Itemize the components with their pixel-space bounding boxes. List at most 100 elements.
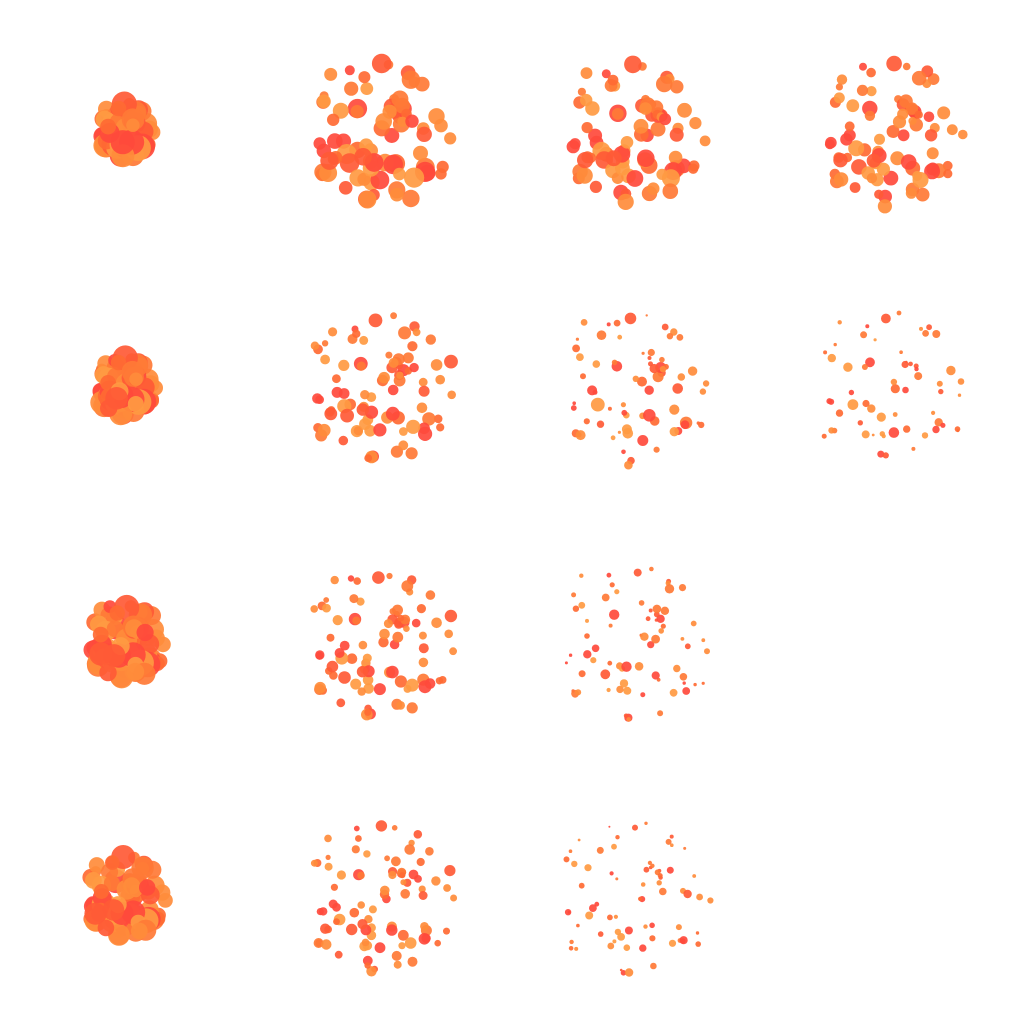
bubble <box>668 939 677 947</box>
bubble <box>827 353 836 363</box>
bubble <box>701 681 705 685</box>
bubble <box>352 616 361 625</box>
bubble <box>350 105 364 119</box>
bubble <box>333 918 340 925</box>
bubble <box>398 326 412 340</box>
bubble <box>362 955 373 966</box>
bubble <box>406 419 421 434</box>
bubble <box>431 617 442 629</box>
bubble <box>659 113 672 126</box>
bubble <box>391 90 409 108</box>
bubble <box>126 662 145 681</box>
bubble <box>621 661 632 672</box>
bubble <box>605 150 622 167</box>
bubble <box>397 929 409 941</box>
bubble <box>649 566 654 572</box>
bubble <box>418 385 430 397</box>
bubble <box>647 356 652 360</box>
panel-r2-c4 <box>821 310 965 459</box>
bubble <box>313 938 324 948</box>
bubble <box>664 584 675 594</box>
bubble <box>905 187 917 199</box>
bubble <box>416 604 426 614</box>
bubble <box>373 423 387 437</box>
bubble <box>396 371 404 379</box>
bubble <box>606 687 611 693</box>
bubble <box>678 584 687 592</box>
bubble <box>823 350 828 355</box>
bubble <box>846 99 860 113</box>
bubble <box>422 412 436 426</box>
bubble <box>704 648 710 655</box>
bubble <box>127 396 144 412</box>
bubble <box>344 81 359 96</box>
bubble <box>892 412 898 417</box>
bubble <box>358 190 377 209</box>
bubble <box>578 882 585 889</box>
bubble <box>862 399 870 408</box>
bubble <box>902 386 909 394</box>
bubble <box>334 648 345 658</box>
bubble <box>657 873 663 879</box>
bubble <box>386 572 393 580</box>
bubble <box>351 845 360 854</box>
bubble <box>434 939 442 947</box>
bubble <box>666 866 674 874</box>
bubble <box>926 147 939 160</box>
bubble <box>596 420 605 428</box>
bubble <box>619 968 623 972</box>
bubble <box>680 637 685 641</box>
bubble <box>632 824 638 831</box>
bubble <box>644 821 648 825</box>
bubble <box>385 406 400 421</box>
bubble <box>450 894 458 902</box>
bubble <box>914 110 923 119</box>
bubble <box>385 351 393 359</box>
bubble <box>398 942 406 950</box>
bubble <box>443 927 450 935</box>
bubble <box>645 616 651 622</box>
bubble <box>915 187 930 202</box>
panel-r3-c2 <box>310 571 458 721</box>
bubble <box>877 199 893 214</box>
bubble <box>867 404 876 413</box>
bubble <box>130 922 148 940</box>
bubble <box>407 956 418 967</box>
bubble <box>903 425 911 433</box>
bubble <box>392 604 403 616</box>
bubble <box>695 941 701 947</box>
bubble <box>943 169 953 179</box>
bubble <box>326 660 339 673</box>
bubble <box>332 374 341 384</box>
bubble <box>358 640 368 650</box>
bubble <box>865 357 875 368</box>
bubble <box>332 615 343 626</box>
bubble <box>402 189 420 208</box>
bubble <box>670 80 684 94</box>
bubble <box>129 372 143 386</box>
bubble <box>577 152 594 169</box>
bubble <box>405 114 419 128</box>
bubble <box>840 133 853 146</box>
bubble <box>683 889 692 899</box>
bubble <box>633 568 642 577</box>
bubble <box>896 310 902 316</box>
bubble <box>386 924 398 936</box>
bubble <box>89 642 113 666</box>
bubble <box>866 67 876 78</box>
bubble <box>358 71 371 84</box>
bubble <box>391 950 402 961</box>
bubble <box>613 319 621 327</box>
bubble <box>871 433 875 437</box>
bubble <box>320 923 331 934</box>
bubble <box>677 102 692 118</box>
bubble <box>638 600 645 606</box>
bubble <box>399 872 406 879</box>
bubble <box>336 698 346 708</box>
bubble <box>620 402 627 408</box>
bubble <box>833 153 848 168</box>
bubble <box>364 708 372 716</box>
bubble <box>399 427 408 436</box>
bubble <box>404 937 417 949</box>
bubble <box>418 885 426 893</box>
